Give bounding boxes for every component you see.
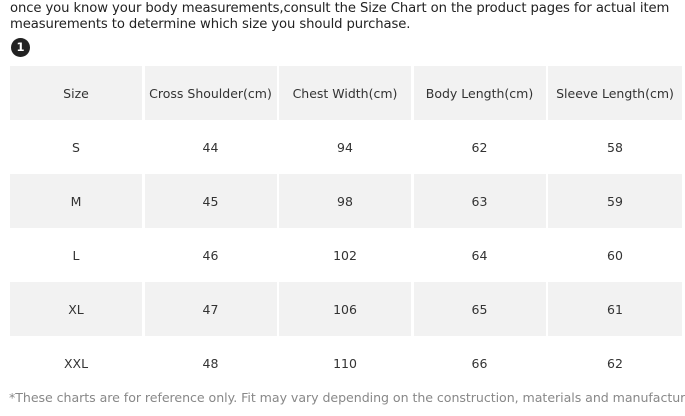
step-number-badge: 1 — [11, 38, 30, 57]
table-cell-chest-width: 110 — [279, 336, 413, 390]
table-cell-sleeve-length: 58 — [548, 120, 682, 174]
table-cell-chest-width: 98 — [279, 174, 413, 228]
table-cell-cross-shoulder: 47 — [144, 282, 279, 336]
table-cell-size: XXL — [10, 336, 144, 390]
table-cell-cross-shoulder: 48 — [144, 336, 279, 390]
table-cell-chest-width: 102 — [279, 228, 413, 282]
table-cell-body-length: 62 — [413, 120, 548, 174]
disclaimer-note: *These charts are for reference only. Fi… — [9, 390, 685, 405]
table-cell-chest-width: 94 — [279, 120, 413, 174]
table-cell-cross-shoulder: 46 — [144, 228, 279, 282]
intro-text: once you know your body measurements,con… — [10, 1, 680, 33]
table-cell-sleeve-length: 60 — [548, 228, 682, 282]
intro-line-2: measurements to determine which size you… — [10, 17, 411, 32]
table-cell-body-length: 65 — [413, 282, 548, 336]
header-size: Size — [10, 66, 144, 120]
table-cell-chest-width: 106 — [279, 282, 413, 336]
size-chart-table: Size Cross Shoulder(cm) Chest Width(cm) … — [10, 66, 682, 390]
header-sleeve-length: Sleeve Length(cm) — [548, 66, 682, 120]
table-cell-size: S — [10, 120, 144, 174]
table-cell-sleeve-length: 59 — [548, 174, 682, 228]
table-cell-size: M — [10, 174, 144, 228]
table-cell-body-length: 64 — [413, 228, 548, 282]
table-cell-cross-shoulder: 45 — [144, 174, 279, 228]
table-cell-body-length: 66 — [413, 336, 548, 390]
table-cell-cross-shoulder: 44 — [144, 120, 279, 174]
table-cell-sleeve-length: 61 — [548, 282, 682, 336]
header-cross-shoulder: Cross Shoulder(cm) — [144, 66, 279, 120]
table-cell-sleeve-length: 62 — [548, 336, 682, 390]
table-cell-body-length: 63 — [413, 174, 548, 228]
header-body-length: Body Length(cm) — [413, 66, 548, 120]
table-cell-size: XL — [10, 282, 144, 336]
intro-line-1: once you know your body measurements,con… — [10, 1, 670, 16]
header-chest-width: Chest Width(cm) — [279, 66, 413, 120]
table-cell-size: L — [10, 228, 144, 282]
